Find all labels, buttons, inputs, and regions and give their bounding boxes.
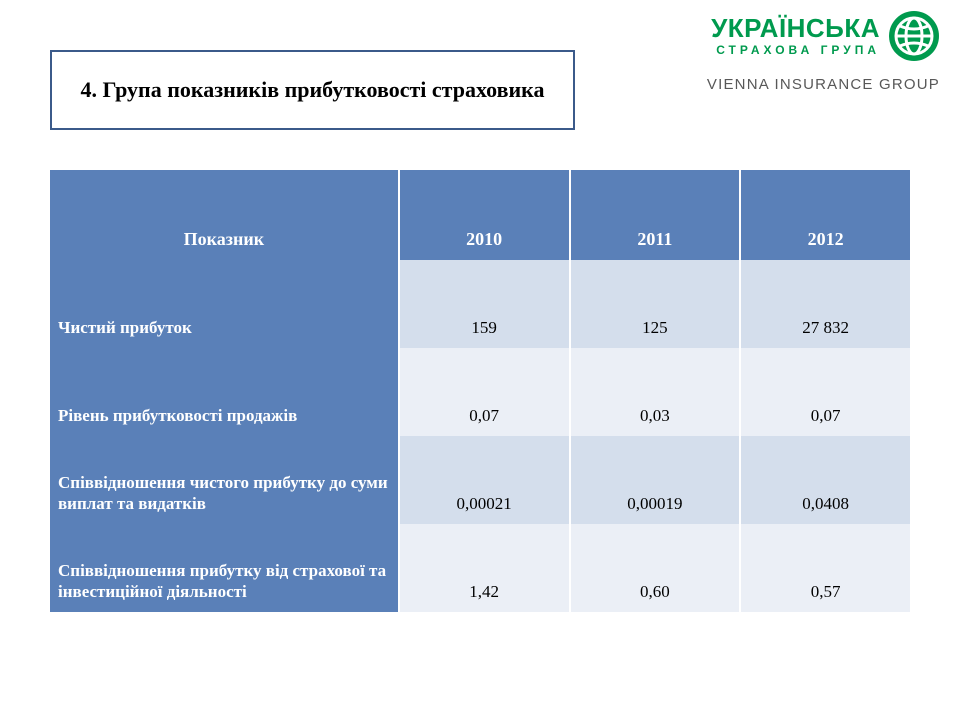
table-row: Рівень прибутковості продажів 0,07 0,03 …: [50, 348, 910, 436]
logo-vig: VIENNA INSURANCE GROUP: [650, 76, 940, 93]
logo-text-block: УКРАЇНСЬКА СТРАХОВА ГРУПА: [711, 15, 880, 57]
cell-value: 125: [570, 260, 741, 348]
company-logo: УКРАЇНСЬКА СТРАХОВА ГРУПА VIENNA INSURAN…: [650, 10, 940, 93]
table-row: Чистий прибуток 159 125 27 832: [50, 260, 910, 348]
cell-value: 0,00019: [570, 436, 741, 524]
logo-brand-sub: СТРАХОВА ГРУПА: [711, 43, 880, 57]
col-header-2010: 2010: [399, 170, 570, 260]
cell-value: 159: [399, 260, 570, 348]
cell-value: 0,60: [570, 524, 741, 612]
col-header-indicator: Показник: [50, 170, 399, 260]
cell-indicator: Чистий прибуток: [50, 260, 399, 348]
slide-title: 4. Група показників прибутковості страхо…: [80, 72, 544, 107]
slide: УКРАЇНСЬКА СТРАХОВА ГРУПА VIENNA INSURAN…: [0, 0, 960, 720]
cell-indicator: Рівень прибутковості продажів: [50, 348, 399, 436]
cell-value: 0,0408: [740, 436, 910, 524]
title-box: 4. Група показників прибутковості страхо…: [50, 50, 575, 130]
cell-value: 0,03: [570, 348, 741, 436]
cell-value: 27 832: [740, 260, 910, 348]
logo-row: УКРАЇНСЬКА СТРАХОВА ГРУПА: [650, 10, 940, 62]
col-header-2012: 2012: [740, 170, 910, 260]
globe-icon: [888, 10, 940, 62]
table-header-row: Показник 2010 2011 2012: [50, 170, 910, 260]
cell-value: 0,07: [399, 348, 570, 436]
cell-indicator: Співвідношення прибутку від страхової та…: [50, 524, 399, 612]
cell-value: 0,07: [740, 348, 910, 436]
table-row: Співвідношення прибутку від страхової та…: [50, 524, 910, 612]
logo-brand-main: УКРАЇНСЬКА: [711, 15, 880, 41]
cell-indicator: Співвідношення чистого прибутку до суми …: [50, 436, 399, 524]
cell-value: 0,00021: [399, 436, 570, 524]
table-row: Співвідношення чистого прибутку до суми …: [50, 436, 910, 524]
profitability-table: Показник 2010 2011 2012 Чистий прибуток …: [50, 170, 910, 612]
cell-value: 0,57: [740, 524, 910, 612]
col-header-2011: 2011: [570, 170, 741, 260]
cell-value: 1,42: [399, 524, 570, 612]
